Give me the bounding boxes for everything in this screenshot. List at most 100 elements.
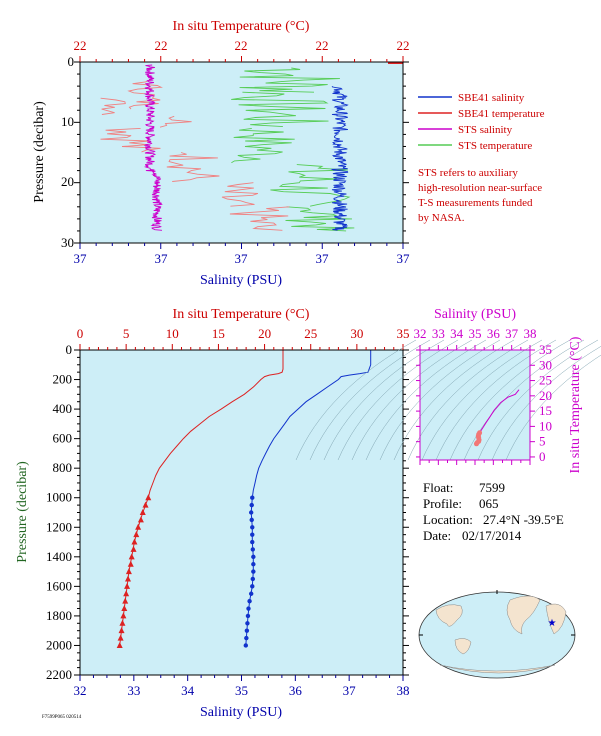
ts-salinity-tick: 34 <box>450 326 464 341</box>
density-contour <box>365 339 487 461</box>
main-temp-tick: 0 <box>77 326 84 341</box>
top-pressure-tick: 10 <box>61 114 74 129</box>
main-salinity-tick: 37 <box>343 683 357 698</box>
main-chart: In situ Temperature (°C) 0 5 10 15 20 25 30 35 … <box>15 307 410 720</box>
salinity-marker <box>250 584 255 589</box>
salinity-marker <box>248 591 254 596</box>
ts-salinity-axis-title: Salinity (PSU) <box>434 307 516 322</box>
sbe41-temperature-trace <box>159 115 192 128</box>
ts-temperature-tick: 10 <box>539 418 552 433</box>
density-contour <box>421 339 543 461</box>
top-salinity-axis-title: Salinity (PSU) <box>200 273 282 288</box>
main-salinity-axis-title: Salinity (PSU) <box>200 705 282 720</box>
temperature-marker <box>142 501 149 508</box>
map-landmass-africa <box>545 603 567 635</box>
temperature-marker <box>127 560 134 567</box>
sbe41-temperature-trace <box>100 97 126 115</box>
salinity-marker <box>245 621 250 626</box>
density-contour <box>379 339 501 461</box>
top-salinity-tick: 37 <box>74 251 88 266</box>
density-contour <box>463 339 585 461</box>
map-landmass-asia <box>435 604 463 627</box>
temperature-marker <box>123 590 130 597</box>
temperature-marker <box>124 575 131 582</box>
top-pressure-tick: 0 <box>68 54 75 69</box>
date-label: Date: <box>423 528 451 543</box>
top-salinity-tick: 37 <box>155 251 169 266</box>
top-chart-traces <box>100 62 403 232</box>
float-info: Float: 7599 Profile: 065 Location: 27.4°… <box>423 480 564 543</box>
salinity-marker <box>250 547 256 552</box>
main-salinity-tick-labels: 32 33 34 35 36 37 38 <box>74 683 410 698</box>
main-pressure-tick: 2000 <box>46 637 72 652</box>
ts-salinity-tick: 38 <box>524 326 537 341</box>
main-salinity-tick: 33 <box>127 683 140 698</box>
top-temp-tick: 22 <box>316 38 329 53</box>
main-pressure-axis-title: Pressure (decibar) <box>15 461 30 563</box>
ts-salinity-tick-labels: 32 33 34 35 36 37 38 <box>414 326 537 341</box>
temperature-marker <box>128 553 135 560</box>
salinity-marker <box>251 562 256 567</box>
location-label: Location: <box>423 512 473 527</box>
sts-note-line: by NASA. <box>418 212 465 224</box>
top-pressure-tick: 30 <box>61 235 74 250</box>
float-label: Float: <box>423 480 453 495</box>
top-salinity-tick: 37 <box>235 251 249 266</box>
ts-temperature-tick: 35 <box>539 342 552 357</box>
main-salinity-tick: 34 <box>181 683 195 698</box>
top-legend: SBE41 salinity SBE41 temperature STS sal… <box>418 92 545 224</box>
ts-salinity-tick: 33 <box>432 326 445 341</box>
top-salinity-tick: 37 <box>397 251 411 266</box>
density-contour <box>477 339 599 461</box>
ts-temperature-axis-title: In situ Temperature (°C) <box>568 336 583 473</box>
temperature-marker <box>118 627 125 634</box>
ts-temperature-tick: 25 <box>539 373 552 388</box>
salinity-marker <box>247 598 252 604</box>
ts-temperature-tick: 0 <box>539 449 546 464</box>
sbe41-temperature-trace <box>221 182 259 207</box>
top-chart: In situ Temperature (°C) 22 22 22 22 22 … <box>32 19 410 288</box>
ts-density-contours <box>295 339 601 461</box>
temperature-marker <box>125 568 132 575</box>
ts-chart-ticks <box>416 345 535 465</box>
ts-point <box>473 441 479 447</box>
date-value: 02/17/2014 <box>462 528 522 543</box>
density-contour <box>491 346 601 461</box>
salinity-marker <box>250 525 255 530</box>
salinity-marker <box>250 532 255 537</box>
temperature-marker <box>137 516 144 523</box>
density-contour <box>393 339 515 461</box>
profile-value: 065 <box>479 496 499 511</box>
salinity-marker <box>251 569 256 574</box>
temperature-marker <box>120 612 127 619</box>
sts-temperature-trace <box>231 91 329 128</box>
temperature-marker <box>117 634 124 641</box>
density-contour <box>449 339 571 461</box>
ts-temperature-tick: 20 <box>539 388 552 403</box>
legend-label: SBE41 salinity <box>458 92 525 104</box>
ts-salinity-tick: 36 <box>487 326 501 341</box>
ts-temperature-tick: 5 <box>539 434 546 449</box>
density-contour <box>407 339 529 461</box>
sbe41-temperature-trace <box>166 152 220 182</box>
temperature-marker <box>121 605 128 612</box>
main-pressure-tick: 1200 <box>46 519 72 534</box>
salinity-marker <box>245 613 251 619</box>
temperature-marker <box>130 545 137 552</box>
top-temp-tick: 22 <box>74 38 87 53</box>
main-temperature-tick-labels: 0 5 10 15 20 25 30 35 <box>77 326 410 341</box>
main-temp-tick: 10 <box>166 326 179 341</box>
ts-salinity-tick: 35 <box>469 326 482 341</box>
ts-chart: Salinity (PSU) 32 33 34 35 36 37 38 0510152025… <box>295 307 601 473</box>
salinity-marker <box>248 510 254 515</box>
salinity-marker <box>246 606 251 611</box>
density-contour <box>351 339 473 461</box>
main-pressure-tick: 1600 <box>46 578 72 593</box>
top-temp-tick: 22 <box>397 38 410 53</box>
temperature-marker <box>122 597 129 604</box>
sts-note-line: T-S measurements funded <box>418 197 533 209</box>
legend-label: STS temperature <box>458 140 532 152</box>
main-temp-tick: 15 <box>212 326 225 341</box>
sts-note-line: high-resolution near-surface <box>418 182 542 194</box>
